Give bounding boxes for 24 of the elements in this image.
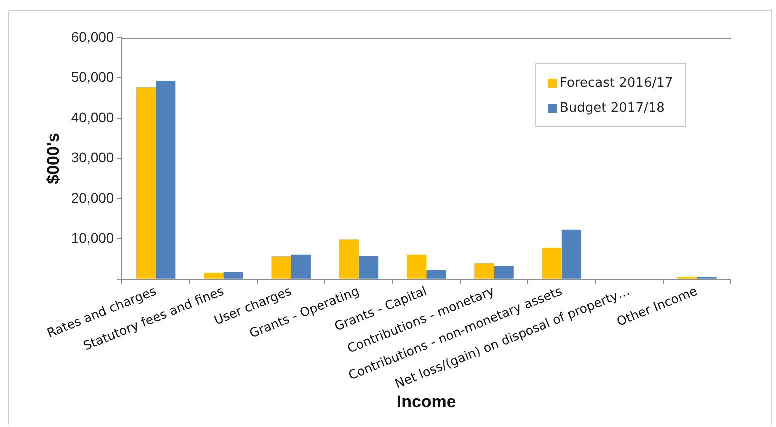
- bar: [224, 272, 244, 279]
- bar: [358, 256, 379, 279]
- legend-label: Budget 2017/18: [560, 101, 665, 116]
- bar: [494, 266, 514, 279]
- x-axis-title: Income: [396, 392, 456, 412]
- y-tick-label: 10,000: [71, 230, 114, 246]
- y-tick-label: 20,000: [71, 190, 114, 206]
- bar: [406, 254, 427, 279]
- y-axis-title: $000's: [44, 133, 63, 184]
- bar: [474, 263, 494, 279]
- bar: [339, 240, 359, 279]
- y-tick-label: 30,000: [71, 150, 114, 166]
- bar: [291, 254, 311, 279]
- y-tick-label: 60,000: [71, 28, 114, 45]
- bar: [136, 87, 156, 279]
- y-tick-label: 40,000: [71, 109, 114, 126]
- bar: [542, 248, 562, 279]
- bar: [562, 230, 582, 279]
- legend-label: Forecast 2016/17: [560, 76, 674, 91]
- y-tick-label: 50,000: [71, 69, 114, 86]
- bar: [156, 81, 176, 279]
- bar: [204, 272, 224, 279]
- bar: [272, 256, 292, 279]
- bar: [426, 270, 446, 279]
